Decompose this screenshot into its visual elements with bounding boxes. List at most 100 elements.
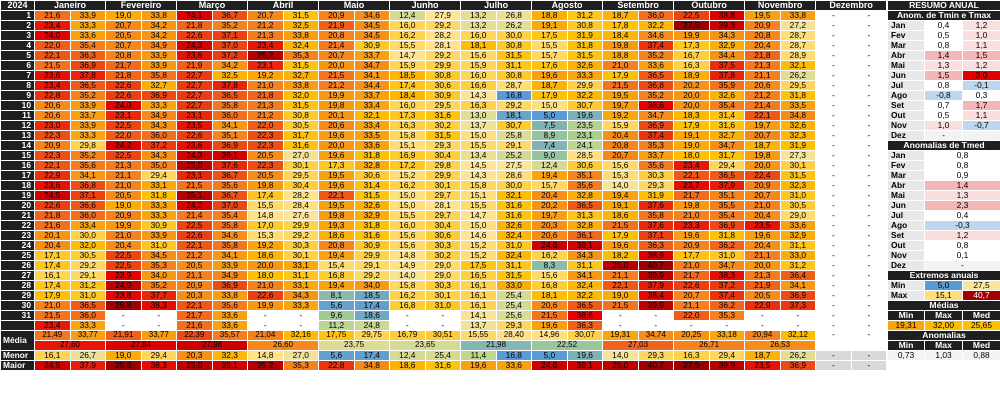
tmax-cell: 35,2 bbox=[211, 20, 249, 31]
day-number: 22 bbox=[0, 220, 35, 231]
tmax-cell: 31,8 bbox=[140, 190, 178, 201]
tmin-cell: 22,5 bbox=[105, 250, 142, 261]
tmin-cell: 22,5 bbox=[176, 220, 213, 231]
day-row: 23,4 33,3- -21,6 33,6- -11,2 24,8- -13,7 29,3 19… bbox=[0, 320, 888, 331]
tmin-cell: 21,1 bbox=[105, 170, 142, 181]
anom-tmin: 0,5 bbox=[924, 110, 963, 121]
tmin-cell: 16,0 bbox=[389, 220, 426, 231]
tmin-cell: 16,8 bbox=[389, 300, 426, 311]
tmin-cell: 12,4 bbox=[531, 160, 568, 171]
tmin-cell: 21,6 bbox=[34, 10, 71, 21]
maior-tmax: 33,6 bbox=[495, 360, 533, 371]
anom-title: Anom. de Tmin e Tmax bbox=[887, 10, 1000, 21]
anom-row: Mai 1,3 1,2 bbox=[887, 60, 1000, 71]
tmax-cell: 36,7 bbox=[211, 190, 249, 201]
tmin-cell: 19,7 bbox=[531, 210, 568, 221]
tmax-cell: 38,8 bbox=[708, 10, 746, 21]
month-header-6: Junho bbox=[389, 0, 462, 11]
day-number: 15 bbox=[0, 150, 35, 161]
tmin-cell: 21,5 bbox=[602, 80, 639, 91]
tmax-cell: 37,7 bbox=[140, 290, 178, 301]
tmin-cell: 15,8 bbox=[389, 130, 426, 141]
tmed-month: Fev bbox=[887, 160, 925, 171]
tmax-cell: 32,6 bbox=[708, 90, 746, 101]
tmax-cell: 30,8 bbox=[424, 70, 462, 81]
tmed-month: Abr bbox=[887, 180, 925, 191]
maior-tmin: 25,2 bbox=[247, 360, 284, 371]
medias-head: Med bbox=[962, 310, 1000, 321]
tmax-cell: 35,5 bbox=[708, 200, 746, 211]
tmin-cell: 17,3 bbox=[318, 160, 355, 171]
tmax-cell: 37,2 bbox=[708, 280, 746, 291]
tmax-cell: 35,9 bbox=[708, 80, 746, 91]
day-number: 20 bbox=[0, 200, 35, 211]
maior-tmax: 39,9 bbox=[708, 360, 746, 371]
tmin-cell: 21,6 bbox=[34, 220, 71, 231]
tmax-cell: 30,9 bbox=[353, 240, 391, 251]
anom-tmin: 0,4 bbox=[924, 20, 963, 31]
tmin-cell: 18,7 bbox=[744, 140, 781, 151]
tmin-cell: 20,9 bbox=[318, 10, 355, 21]
tmin-cell: 9,0 bbox=[531, 150, 568, 161]
tmin-cell: 16,6 bbox=[460, 80, 497, 91]
tmin-cell: 14,3 bbox=[460, 90, 497, 101]
tmax-cell: 31,0 bbox=[779, 190, 817, 201]
anom-tmax: 1,1 bbox=[962, 40, 1000, 51]
tmax-cell: 30,7 bbox=[495, 120, 533, 131]
tmax-cell: 34,1 bbox=[211, 250, 249, 261]
tmin-cell: 22,1 bbox=[673, 170, 710, 181]
tmin-cell: - bbox=[815, 10, 852, 21]
tmin-cell: 20,7 bbox=[602, 150, 639, 161]
tmin-cell: 23,8 bbox=[105, 290, 142, 301]
tmax-cell: 33,3 bbox=[566, 70, 604, 81]
tmin-cell: 21,5 bbox=[531, 310, 568, 321]
tmin-cell: 18,9 bbox=[673, 70, 710, 81]
tmin-cell: 9,6 bbox=[318, 310, 355, 321]
tmax-cell: 29,2 bbox=[282, 230, 320, 241]
tmax-cell: 23,1 bbox=[566, 130, 604, 141]
tmin-cell: 16,0 bbox=[389, 20, 426, 31]
tmax-cell: - bbox=[850, 290, 888, 301]
tmin-cell: 14,7 bbox=[460, 210, 497, 221]
tmax-cell: 29,1 bbox=[353, 260, 391, 271]
tmin-cell: 20,8 bbox=[318, 240, 355, 251]
tmax-cell: 38,6 bbox=[637, 100, 675, 111]
ext-row: Min 5,0 27,5 bbox=[887, 280, 1000, 291]
anom-tmax bbox=[962, 130, 1000, 141]
tmed-value: 0,9 bbox=[924, 170, 1000, 181]
tmin-cell: 21,2 bbox=[247, 20, 284, 31]
anomalias-title-row: Anomalias bbox=[887, 330, 1000, 341]
tmin-cell: 19,3 bbox=[318, 220, 355, 231]
tmax-cell: 28,5 bbox=[566, 150, 604, 161]
day-row: 17 22,9 34,1 21,1 29,4 23,1 36,7 20,5 29,5 19,5 30… bbox=[0, 170, 888, 181]
tmax-cell: 36,9 bbox=[211, 140, 249, 151]
tmin-cell: 21,1 bbox=[744, 70, 781, 81]
tmax-cell: 33,1 bbox=[282, 280, 320, 291]
tmax-cell: 34,7 bbox=[353, 60, 391, 71]
tmin-cell: 16,2 bbox=[389, 30, 426, 41]
tmax-cell: 34,9 bbox=[140, 40, 178, 51]
tmax-cell: 29,2 bbox=[353, 270, 391, 281]
tmin-cell: 22,6 bbox=[247, 290, 284, 301]
tmin-cell: 19,7 bbox=[602, 100, 639, 111]
anom-tmin: 1,0 bbox=[924, 120, 963, 131]
tmax-cell: 31,1 bbox=[282, 270, 320, 281]
tmax-cell: 33,8 bbox=[282, 30, 320, 41]
tmin-cell: 20,1 bbox=[318, 110, 355, 121]
tmax-cell: 33,7 bbox=[69, 110, 107, 121]
tmin-cell: 21,4 bbox=[744, 100, 781, 111]
tmin-cell: 23,1 bbox=[176, 110, 213, 121]
tmin-cell: 15,9 bbox=[389, 60, 426, 71]
tmin-cell: 21,9 bbox=[744, 280, 781, 291]
tmax-cell: 29,8 bbox=[69, 140, 107, 151]
tmin-cell: 21,1 bbox=[744, 250, 781, 261]
tmin-cell: 22,6 bbox=[34, 200, 71, 211]
menor-tmax: 29,4 bbox=[140, 350, 178, 361]
tmax-cell: 35,3 bbox=[140, 260, 178, 271]
tmax-cell: 40,7 bbox=[637, 260, 675, 271]
tmin-cell: - bbox=[815, 170, 852, 181]
tmax-cell: 34,7 bbox=[708, 140, 746, 151]
tmax-cell: 29,0 bbox=[424, 260, 462, 271]
tmin-cell: 21,8 bbox=[247, 90, 284, 101]
tmin-cell: 21,3 bbox=[744, 60, 781, 71]
